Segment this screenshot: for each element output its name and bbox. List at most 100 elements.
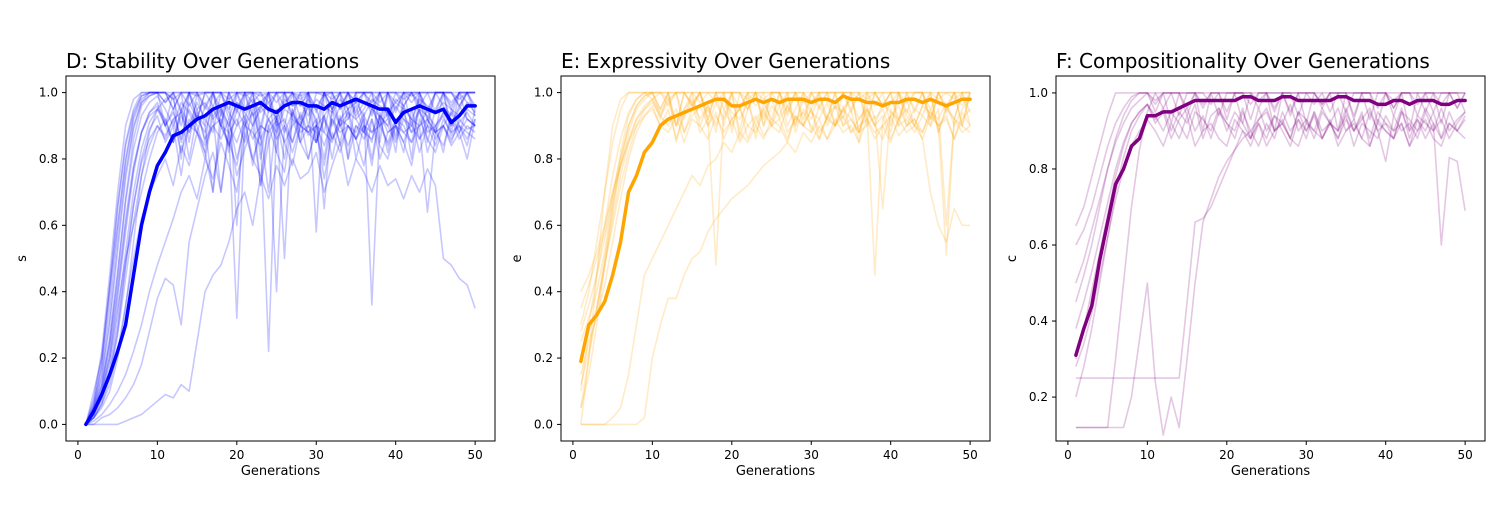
run-line — [1075, 111, 1466, 379]
run-line — [580, 91, 971, 342]
y-tick-label: 1.0 — [1029, 86, 1048, 100]
x-axis-label: Generations — [241, 464, 321, 479]
x-tick-label: 20 — [1219, 448, 1234, 462]
run-line — [1075, 92, 1466, 246]
run-line — [85, 91, 476, 425]
run-line — [85, 91, 476, 425]
run-line — [85, 91, 476, 425]
run-line — [580, 91, 971, 409]
y-tick-label: 0.4 — [1029, 314, 1048, 328]
run-line — [580, 108, 971, 426]
run-line — [580, 91, 971, 326]
chart-title: D: Stability Over Generations — [66, 49, 359, 73]
chart-title: E: Expressivity Over Generations — [561, 49, 890, 73]
x-tick-label: 0 — [1064, 448, 1072, 462]
y-tick-label: 0.2 — [1029, 390, 1048, 404]
y-axis-label: e — [510, 255, 525, 263]
y-tick-label: 0.0 — [39, 417, 58, 431]
run-line — [85, 101, 476, 425]
x-tick-label: 40 — [388, 448, 403, 462]
run-line — [85, 115, 476, 426]
run-line — [85, 141, 476, 426]
run-line — [1075, 111, 1466, 436]
plot-area — [1074, 92, 1467, 436]
run-line — [1075, 103, 1466, 360]
run-line — [1075, 103, 1466, 329]
run-line — [1075, 92, 1466, 429]
axes-frame — [1055, 75, 1486, 442]
y-tick-label: 0.8 — [39, 152, 58, 166]
x-axis-label: Generations — [736, 464, 816, 479]
run-line — [580, 98, 971, 385]
run-line — [580, 91, 971, 408]
y-tick-label: 0.4 — [39, 285, 58, 299]
run-line — [1075, 92, 1466, 303]
plot-area — [84, 91, 477, 427]
x-tick-label: 10 — [150, 448, 165, 462]
run-line — [580, 91, 971, 359]
x-tick-label: 10 — [645, 448, 660, 462]
panel-1: E: Expressivity Over Generations 0 10 20 30 4… — [510, 49, 991, 479]
axes-frame — [65, 75, 496, 442]
x-tick-label: 30 — [309, 448, 324, 462]
x-tick-label: 40 — [883, 448, 898, 462]
y-tick-label: 0.6 — [1029, 238, 1048, 252]
run-line — [85, 91, 476, 425]
run-line — [85, 101, 476, 425]
y-tick-label: 0.8 — [534, 152, 553, 166]
run-line — [1075, 114, 1466, 367]
run-line — [580, 118, 971, 426]
y-tick-label: 1.0 — [534, 86, 553, 100]
run-line — [1075, 103, 1466, 398]
x-tick-label: 40 — [1378, 448, 1393, 462]
run-line — [85, 118, 476, 426]
run-line — [85, 91, 476, 425]
x-tick-label: 50 — [467, 448, 482, 462]
run-line — [85, 118, 476, 426]
run-line — [580, 101, 971, 332]
y-axis-label: c — [1005, 255, 1020, 262]
x-tick-label: 50 — [1457, 448, 1472, 462]
run-line — [580, 91, 971, 392]
run-line — [85, 91, 476, 425]
y-tick-label: 0.4 — [534, 285, 553, 299]
y-tick-label: 1.0 — [39, 86, 58, 100]
x-tick-label: 50 — [962, 448, 977, 462]
x-axis-label: Generations — [1231, 464, 1311, 479]
panel-2: F: Compositionality Over Generations 0 10 2… — [1005, 49, 1486, 479]
run-line — [580, 101, 971, 375]
run-line — [85, 91, 476, 425]
x-tick-label: 20 — [229, 448, 244, 462]
x-tick-label: 30 — [1299, 448, 1314, 462]
x-tick-label: 30 — [804, 448, 819, 462]
run-line — [85, 95, 476, 425]
run-line — [580, 108, 971, 293]
run-line — [580, 91, 971, 425]
y-tick-label: 0.0 — [534, 417, 553, 431]
x-tick-label: 10 — [1140, 448, 1155, 462]
run-line — [85, 91, 476, 426]
chart-title: F: Compositionality Over Generations — [1056, 49, 1430, 73]
run-line — [85, 108, 476, 426]
run-line — [85, 108, 476, 425]
axes-frame — [560, 75, 991, 442]
x-tick-label: 20 — [724, 448, 739, 462]
x-tick-label: 0 — [569, 448, 577, 462]
run-line — [85, 108, 476, 425]
y-tick-label: 0.6 — [39, 218, 58, 232]
mean-line — [84, 97, 477, 427]
y-tick-label: 0.8 — [1029, 162, 1048, 176]
y-tick-label: 0.2 — [534, 351, 553, 365]
y-axis-label: s — [15, 255, 30, 262]
panel-0: D: Stability Over Generations 0 10 20 30 40 50… — [15, 49, 496, 479]
run-line — [85, 91, 476, 425]
y-tick-label: 0.6 — [534, 218, 553, 232]
x-tick-label: 0 — [74, 448, 82, 462]
mean-line — [579, 94, 972, 364]
run-line — [1075, 92, 1466, 227]
mean-line — [1074, 94, 1467, 358]
y-tick-label: 0.2 — [39, 351, 58, 365]
plot-area — [579, 91, 972, 426]
